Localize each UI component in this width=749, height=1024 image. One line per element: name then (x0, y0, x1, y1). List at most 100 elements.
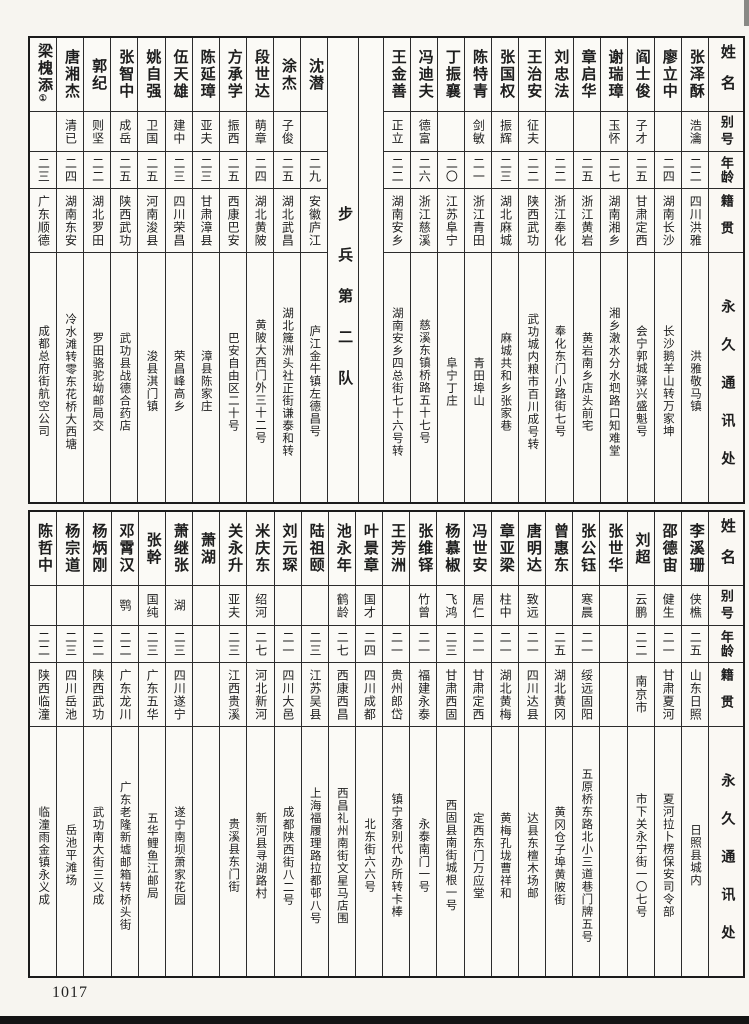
cell-age: 二三 (301, 626, 328, 663)
cell-name: 姚自强 (138, 38, 165, 112)
cell-name: 刘元琛 (274, 512, 301, 586)
cell-alias: 剑敏 (465, 112, 492, 152)
cell-age: 二三 (192, 152, 219, 189)
cell-age: 二三 (437, 626, 464, 663)
cell-age: 二一 (491, 626, 518, 663)
cell-age: 二五 (138, 152, 165, 189)
person-column-刘忠法: 刘忠法 二二 浙江奉化 奉化东门小路街七号 (545, 38, 573, 502)
cell-alias: 湖 (165, 586, 193, 626)
roster-table-bottom: 姓名 别号 年龄 籍贯 永久通讯处 李溪珊 侠樵 二五 山东日照 日照县城内 邵德宙 健生 二一 甘肃夏河… (28, 510, 745, 978)
cell-name: 陈特青 (465, 38, 492, 112)
cell-name: 王金善 (383, 38, 410, 112)
cell-alias: 卫国 (138, 112, 165, 152)
cell-alias: 飞鸿 (437, 586, 464, 626)
cell-native: 西康西昌 (328, 663, 355, 727)
person-column-张世华: 张世华 (599, 512, 627, 976)
person-column-章亚梁: 章亚梁 柱中 二一 湖北黄梅 黄梅孔垅曹祥和 (490, 512, 518, 976)
cell-age: 二二 (111, 626, 138, 663)
cell-address (600, 727, 626, 976)
cell-name: 冯迪夫 (410, 38, 437, 112)
cell-address: 临潼雨金镇永义成 (37, 805, 50, 906)
cell-native: 浙江黄岩 (573, 189, 600, 253)
cell-native: 湖南湘乡 (600, 189, 627, 253)
cell-alias (84, 586, 111, 626)
person-column-陈延璋: 陈延璋 亚夫 二三 甘肃漳县 漳县陈家庄 (191, 38, 219, 502)
cell-address: 镇宁落别代办所转卡棒 (390, 793, 403, 918)
cell-native: 陕西武功 (519, 189, 546, 253)
cell-name: 刘忠法 (546, 38, 573, 112)
cell-address: 会宁郭城驿兴盛魁号 (634, 325, 647, 438)
cell-alias: 则坚 (84, 112, 111, 152)
cell-address: 奉化东门小路街七号 (553, 325, 566, 438)
person-column-郭纪: 郭纪 则坚 二二 湖北罗田 罗田骆驼坳邮局交 (83, 38, 111, 502)
cell-alias (546, 586, 573, 626)
person-column-刘超: 刘超 云鹏 二二 南京市 市下关永宁街一〇七号 (626, 512, 654, 976)
cell-name: 阎士俊 (627, 38, 654, 112)
cell-name: 郭纪 (84, 38, 111, 112)
cell-name: 伍天雄 (165, 38, 192, 112)
cell-name: 邓霄汉 (111, 512, 138, 586)
cell-address: 武功县战德合药店 (118, 331, 131, 432)
person-column-张智中: 张智中 成岳 二五 陕西武功 武功县战德合药店 (110, 38, 138, 502)
cell-native: 湖北黄梅 (491, 663, 518, 727)
cell-age: 二五 (546, 626, 573, 663)
cell-address: 黄岩南乡店头前宅 (580, 331, 593, 432)
person-column-姚自强: 姚自强 卫国 二五 河南浚县 浚县淇门镇 (137, 38, 165, 502)
cell-native: 浙江奉化 (546, 189, 573, 253)
cell-alias: 建中 (165, 112, 192, 152)
cell-name: 廖立中 (654, 38, 681, 112)
person-column-杨慕椒: 杨慕椒 飞鸿 二三 甘肃西固 西固县南街城根一号 (436, 512, 464, 976)
cell-address: 黄冈仓子埠黄陂街 (553, 805, 566, 906)
cell-name: 王芳洲 (383, 512, 410, 586)
cell-alias (654, 112, 681, 152)
cell-name: 叶景章 (355, 512, 383, 586)
cell-address: 北东街六六号 (363, 818, 376, 893)
cell-native: 湖南东安 (57, 189, 84, 253)
person-column-关永升: 关永升 亚夫 二三 江西贵溪 贵溪县东门街 (219, 512, 247, 976)
cell-address: 日照县城内 (688, 824, 701, 887)
cell-address: 西昌礼州南街文星马店围 (335, 786, 348, 925)
cell-age: 二五 (573, 152, 600, 189)
cell-native: 广东龙川 (111, 663, 138, 727)
cell-alias: 柱中 (491, 586, 518, 626)
cell-native: 河北新河 (247, 663, 274, 727)
cell-native: 江西贵溪 (220, 663, 247, 727)
person-column-陈特青: 陈特青 剑敏 二一 浙江青田 青田埠山 (464, 38, 492, 502)
cell-native: 湖北武昌 (274, 189, 301, 253)
person-column-伍天雄: 伍天雄 建中 二三 四川荣昌 荣昌峰高乡 (164, 38, 192, 502)
cell-alias: 国纯 (138, 586, 165, 626)
header-cell-native: 籍贯 (709, 663, 743, 727)
cell-native: 西康巴安 (219, 189, 246, 253)
person-column-丁振襄: 丁振襄 二〇 江苏阜宁 阜宁丁庄 (436, 38, 465, 502)
cell-address: 永泰南门一号 (417, 818, 430, 893)
cell-address: 长沙鹅羊山转万家坤 (661, 325, 674, 438)
cell-native: 四川岳池 (57, 663, 84, 727)
cell-alias: 亚夫 (220, 586, 247, 626)
cell-age: 二三 (165, 152, 192, 189)
person-column-刘元琛: 刘元琛 二一 四川大邑 成都陕西街八二号 (273, 512, 301, 976)
cell-address: 新河县寻湖路村 (254, 811, 267, 900)
cell-alias: 德富 (410, 112, 437, 152)
cell-address: 市下关永宁街一〇七号 (634, 793, 647, 918)
cell-name: 刘超 (627, 512, 654, 586)
cell-age: 二四 (654, 152, 681, 189)
cell-name: 张国权 (492, 38, 519, 112)
cell-address: 西固县南街城根一号 (444, 799, 457, 912)
cell-address: 阜宁丁庄 (445, 356, 458, 407)
cell-address: 青田埠山 (472, 356, 485, 407)
cell-name: 曾惠东 (546, 512, 573, 586)
cell-age: 二五 (627, 152, 654, 189)
cell-native: 陕西临潼 (30, 663, 57, 727)
cell-alias (193, 586, 220, 626)
cell-native: 湖北麻城 (492, 189, 519, 253)
cell-native: 陕西武功 (111, 189, 138, 253)
cell-alias: 竹曾 (410, 586, 437, 626)
cell-native: 陕西武功 (84, 663, 111, 727)
cell-native: 甘肃西固 (437, 663, 464, 727)
header-column: 姓名 别号 年龄 籍贯 永久通讯处 (708, 512, 743, 976)
cell-address: 遂宁南坝萧家花园 (172, 805, 185, 906)
cell-alias: 成岳 (111, 112, 138, 152)
cell-alias: 鹤龄 (328, 586, 355, 626)
cell-age: 二一 (654, 626, 681, 663)
person-column-萧湖: 萧湖 (192, 512, 220, 976)
